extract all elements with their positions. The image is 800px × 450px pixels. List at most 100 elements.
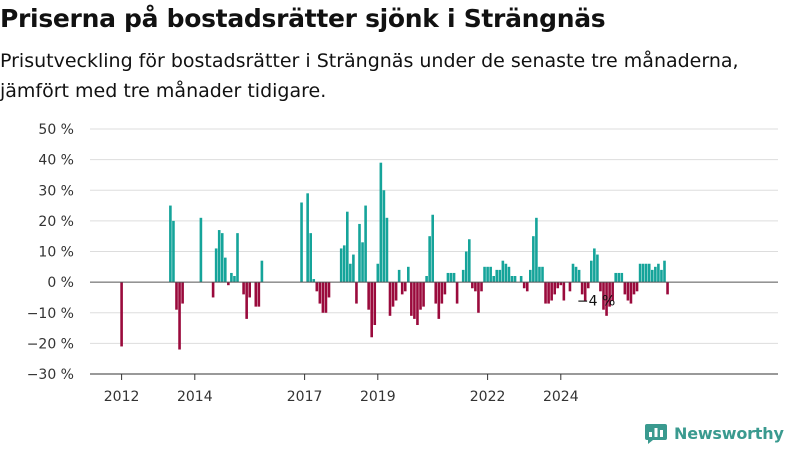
y-tick-label: 10 % <box>38 245 74 261</box>
bar <box>477 282 480 313</box>
bar <box>638 263 642 283</box>
x-axis-ticks: 2012 2014 2017 2019 2022 2024 <box>104 374 579 405</box>
bar <box>507 266 511 283</box>
bar <box>397 269 401 283</box>
bar <box>666 282 669 295</box>
y-axis-tick-labels: −30 % −20 % −10 % 0 % 10 % 20 % 30 % 40 % 50 % <box>27 122 74 383</box>
bar <box>635 282 639 292</box>
bar <box>403 282 407 292</box>
bar <box>437 282 441 319</box>
bar <box>501 260 505 283</box>
y-tick-label: −10 % <box>27 306 74 322</box>
x-tick-label: 2019 <box>360 389 396 405</box>
bar <box>617 272 621 283</box>
bar <box>364 205 367 283</box>
bar <box>660 269 663 283</box>
bar <box>211 282 215 298</box>
bar <box>614 272 617 283</box>
bar <box>586 282 590 289</box>
bar <box>431 214 434 283</box>
bar <box>309 233 312 283</box>
y-tick-label: 30 % <box>38 183 74 199</box>
bar <box>629 282 633 304</box>
brand-logo[interactable]: Newsworthy <box>644 420 784 446</box>
bar <box>346 211 349 283</box>
bar <box>416 282 419 326</box>
bar <box>593 248 596 283</box>
chart-title: Priserna på bostadsrätter sjönk i Sträng… <box>0 4 606 33</box>
bar <box>349 263 352 283</box>
bar <box>355 282 358 304</box>
brand-name: Newsworthy <box>674 423 784 443</box>
bar <box>559 282 563 286</box>
bar <box>574 266 578 283</box>
bar <box>498 269 502 283</box>
bar <box>385 217 389 283</box>
bar <box>391 282 395 307</box>
bar <box>504 263 508 283</box>
bar <box>583 282 587 301</box>
bar <box>248 282 251 298</box>
bar <box>538 266 541 283</box>
bar <box>568 282 572 292</box>
bar <box>647 263 651 283</box>
bar <box>172 220 175 283</box>
bar <box>410 282 413 316</box>
bar <box>440 282 444 304</box>
bar <box>324 282 328 313</box>
bar <box>461 269 465 283</box>
bar <box>626 282 630 301</box>
bar <box>468 239 471 283</box>
bar <box>657 263 660 283</box>
bar <box>602 282 605 310</box>
x-tick-label: 2017 <box>287 389 323 405</box>
bar <box>379 162 383 283</box>
bar <box>541 266 544 283</box>
bar <box>358 223 361 283</box>
bar <box>306 193 309 283</box>
bar <box>321 282 325 313</box>
y-tick-label: 0 % <box>47 275 74 291</box>
bar <box>571 263 575 283</box>
newsworthy-logo-icon <box>645 424 667 444</box>
bars <box>120 162 669 350</box>
bar <box>178 282 181 350</box>
bar <box>535 217 538 283</box>
bar <box>611 282 614 301</box>
bar <box>227 282 230 286</box>
bar <box>407 266 410 283</box>
bar <box>562 282 566 301</box>
bar <box>120 282 123 347</box>
bar <box>181 282 184 304</box>
bar <box>495 269 499 283</box>
bar <box>544 282 547 304</box>
bar <box>169 205 172 283</box>
bar <box>413 282 416 319</box>
bar <box>373 282 377 326</box>
bar <box>580 282 584 295</box>
bar <box>483 266 486 283</box>
bar <box>394 282 398 301</box>
y-tick-label: −20 % <box>27 336 74 352</box>
annotations: −4 % <box>577 293 615 309</box>
bar <box>605 282 608 316</box>
bar <box>529 269 532 283</box>
bar <box>553 282 556 295</box>
bar <box>663 260 666 283</box>
bar <box>455 282 459 304</box>
bar <box>327 282 331 298</box>
bar <box>519 276 523 283</box>
bar <box>300 202 303 283</box>
bar <box>361 242 364 283</box>
bar <box>388 282 392 316</box>
bar <box>522 282 526 289</box>
bar <box>370 282 373 338</box>
bar <box>260 260 264 283</box>
bar <box>599 282 602 292</box>
bar <box>376 263 380 283</box>
bar <box>400 282 404 295</box>
bar <box>577 269 581 283</box>
bar <box>318 282 322 304</box>
bar <box>620 272 624 283</box>
